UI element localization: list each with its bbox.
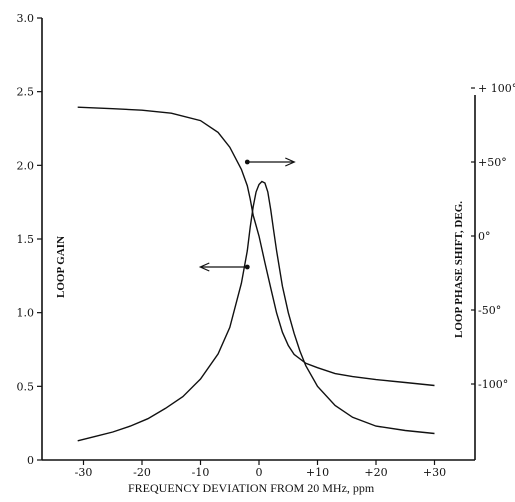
y2-tick-label: + 100° <box>478 82 515 95</box>
y2-tick-label: +50° <box>478 156 507 169</box>
y-tick-label: 2.0 <box>17 159 35 172</box>
x-tick-label: -10 <box>192 466 210 479</box>
chart-curves <box>77 106 435 442</box>
x-axis-label: FREQUENCY DEVIATION FROM 20 MHz, ppm <box>128 481 375 495</box>
x-tick-label: +20 <box>364 466 387 479</box>
y2-tick-label: 0° <box>478 230 491 243</box>
x-tick-label: -30 <box>75 466 93 479</box>
loop-gain-curve <box>77 180 435 442</box>
y-tick-label: 2.5 <box>17 86 35 99</box>
x-tick-label: +30 <box>423 466 446 479</box>
y2-axis-label: LOOP PHASE SHIFT, DEG. <box>453 201 465 338</box>
x-tick-label: +10 <box>306 466 329 479</box>
chart-markers <box>198 157 296 272</box>
chart-ticks: 0 0.5 1.0 1.5 2.0 2.5 3.0 -30 -20 -10 0 +10 +20 +30 + … <box>17 12 515 479</box>
phase-shift-curve <box>77 106 435 387</box>
y2-tick-label: -100° <box>478 378 508 391</box>
curve-marker-dot <box>244 264 250 270</box>
y-tick-label: 3.0 <box>17 12 35 25</box>
y2-tick-label: -50° <box>478 304 501 317</box>
phase-axis-arrowhead <box>285 157 296 167</box>
y-tick-label: 0 <box>27 454 34 467</box>
y-tick-label: 1.5 <box>17 233 35 246</box>
gain-axis-arrowhead <box>198 262 210 272</box>
y-tick-label: 0.5 <box>17 380 35 393</box>
chart-axes <box>41 18 476 461</box>
y-tick-label: 1.0 <box>17 307 35 320</box>
x-tick-label: -20 <box>133 466 151 479</box>
x-tick-label: 0 <box>256 466 263 479</box>
y-axis-label: LOOP GAIN <box>55 236 67 298</box>
